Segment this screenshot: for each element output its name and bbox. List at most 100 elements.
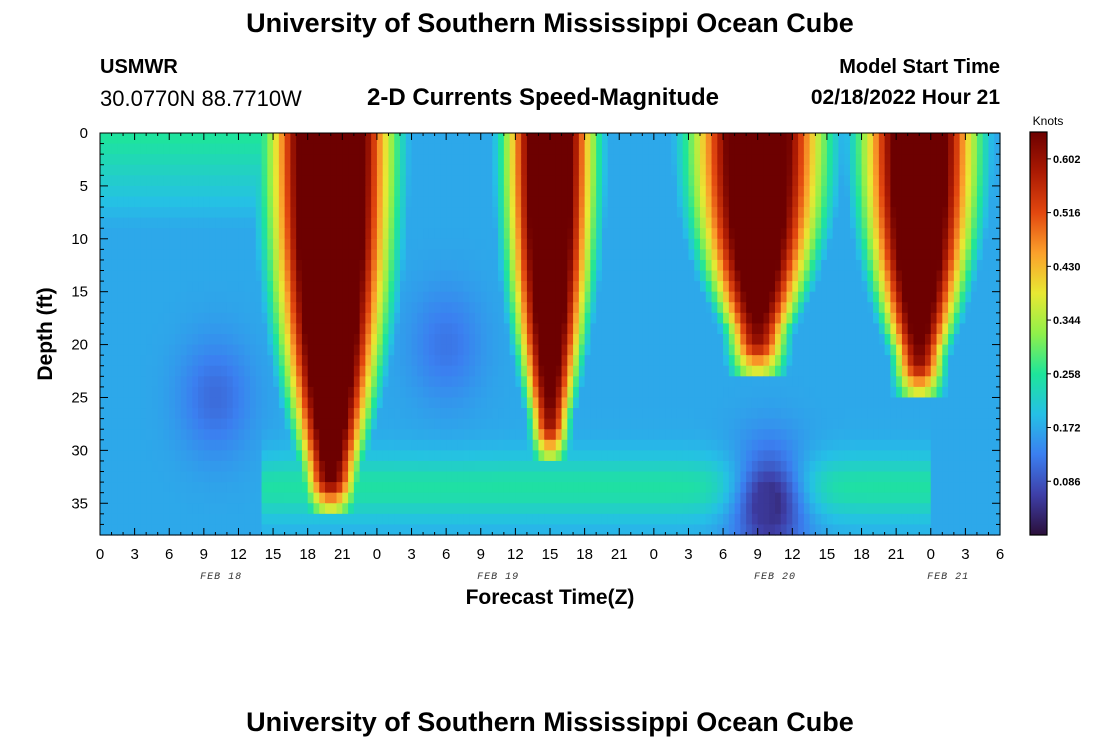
heatmap-cell — [457, 439, 465, 451]
heatmap-cell — [521, 154, 528, 166]
heatmap-cell — [832, 365, 840, 377]
heatmap-cell — [711, 450, 718, 462]
heatmap-cell — [919, 450, 926, 462]
heatmap-cell — [642, 217, 649, 229]
heatmap-cell — [388, 386, 395, 399]
heatmap-cell — [878, 355, 886, 367]
heatmap-cell — [475, 185, 482, 198]
heatmap-cell — [475, 439, 482, 451]
heatmap-cell — [578, 439, 586, 451]
heatmap-cell — [769, 238, 776, 250]
heatmap-cell — [301, 164, 309, 176]
heatmap-cell — [319, 429, 326, 441]
heatmap-cell — [705, 376, 713, 388]
heatmap-cell — [976, 323, 984, 335]
heatmap-cell — [913, 344, 920, 356]
heatmap-cell — [844, 323, 851, 335]
heatmap-cell — [244, 133, 251, 145]
heatmap-cell — [417, 450, 424, 462]
heatmap-cell — [244, 249, 251, 261]
heatmap-cell — [169, 196, 176, 208]
heatmap-cell — [982, 164, 990, 176]
heatmap-cell — [296, 175, 303, 187]
heatmap-cell — [913, 460, 920, 473]
heatmap-cell — [803, 323, 811, 335]
heatmap-cell — [417, 460, 424, 473]
heatmap-cell — [475, 281, 482, 293]
heatmap-cell — [555, 302, 563, 314]
heatmap-cell — [544, 323, 551, 335]
heatmap-cell — [405, 143, 413, 155]
heatmap-cell — [434, 154, 441, 166]
heatmap-cell — [711, 344, 718, 356]
heatmap-cell — [850, 450, 857, 462]
heatmap-cell — [590, 249, 597, 261]
heatmap-cell — [192, 334, 199, 346]
heatmap-cell — [757, 450, 765, 462]
heatmap-cell — [757, 154, 765, 166]
heatmap-cell — [313, 175, 320, 187]
heatmap-cell — [301, 259, 309, 272]
heatmap-cell — [578, 355, 586, 367]
heatmap-cell — [180, 175, 188, 187]
heatmap-cell — [815, 228, 822, 240]
heatmap-cell — [855, 312, 863, 325]
heatmap-cell — [446, 185, 453, 198]
heatmap-cell — [336, 207, 343, 219]
heatmap-cell — [826, 281, 834, 293]
heatmap-cell — [417, 344, 424, 356]
heatmap-cell — [140, 238, 147, 250]
heatmap-cell — [457, 228, 465, 240]
heatmap-cell — [578, 418, 586, 430]
heatmap-cell — [653, 376, 661, 388]
heatmap-cell — [919, 133, 926, 145]
heatmap-cell — [515, 270, 522, 282]
heatmap-cell — [682, 238, 690, 250]
heatmap-cell — [105, 323, 113, 335]
heatmap-cell — [446, 439, 453, 451]
heatmap-cell — [786, 397, 793, 409]
heatmap-cell — [376, 344, 384, 356]
heatmap-cell — [117, 259, 124, 272]
heatmap-cell — [803, 185, 811, 198]
heatmap-cell — [878, 249, 886, 261]
heatmap-cell — [325, 185, 332, 198]
heatmap-cell — [994, 143, 1001, 155]
heatmap-cell — [480, 439, 488, 451]
heatmap-cell — [619, 344, 626, 356]
heatmap-cell — [798, 281, 805, 293]
heatmap-cell — [850, 365, 857, 377]
heatmap-cell — [290, 249, 297, 261]
heatmap-cell — [348, 418, 355, 430]
heatmap-cell — [532, 238, 540, 250]
heatmap-cell — [590, 281, 597, 293]
heatmap-cell — [486, 291, 493, 303]
heatmap-cell — [826, 302, 834, 314]
heatmap-cell — [948, 228, 955, 240]
heatmap-cell — [832, 238, 840, 250]
heatmap-cell — [486, 450, 493, 462]
heatmap-cell — [896, 175, 903, 187]
heatmap-cell — [371, 133, 378, 145]
heatmap-cell — [803, 418, 811, 430]
heatmap-cell — [717, 217, 724, 229]
heatmap-cell — [319, 418, 326, 430]
heatmap-cell — [261, 323, 268, 335]
heatmap-cell — [342, 302, 349, 314]
heatmap-cell — [757, 397, 765, 409]
heatmap-cell — [140, 408, 147, 420]
heatmap-cell — [751, 460, 759, 473]
heatmap-cell — [942, 450, 949, 462]
heatmap-cell — [526, 143, 534, 155]
heatmap-cell — [809, 429, 816, 441]
heatmap-cell — [175, 418, 182, 430]
heatmap-cell — [550, 270, 557, 282]
heatmap-cell — [711, 133, 718, 145]
heatmap-cell — [440, 439, 447, 451]
heatmap-cell — [884, 196, 891, 208]
heatmap-cell — [457, 281, 465, 293]
heatmap-cell — [215, 238, 222, 250]
heatmap-cell — [896, 376, 903, 388]
heatmap-cell — [901, 259, 909, 272]
heatmap-cell — [757, 429, 765, 441]
